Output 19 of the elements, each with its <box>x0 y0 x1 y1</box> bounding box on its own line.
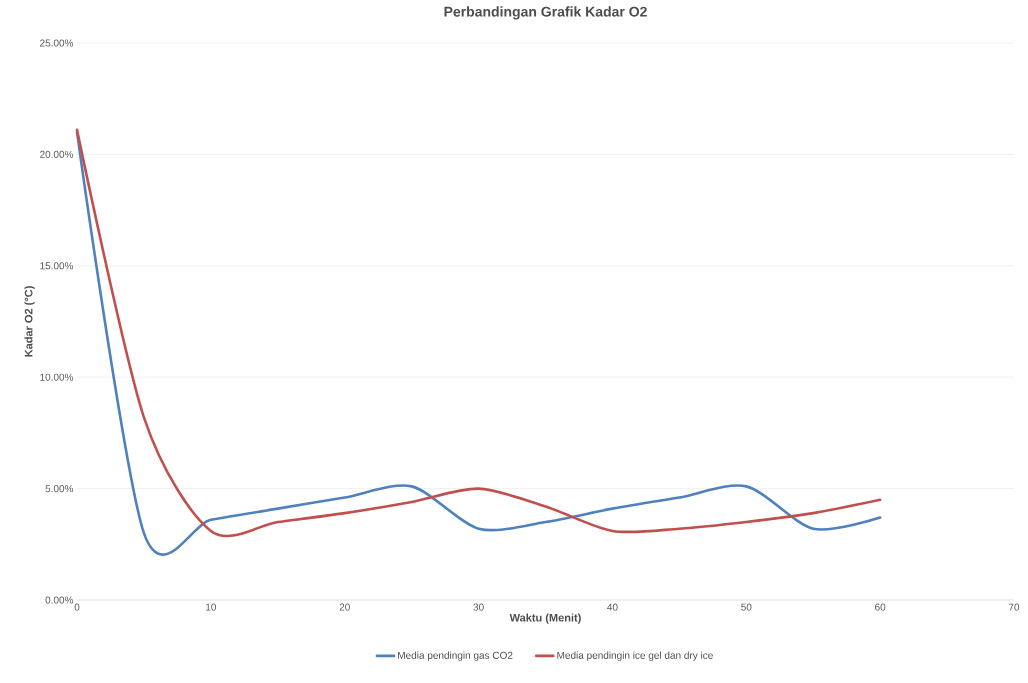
x-tick-label: 0 <box>74 603 80 611</box>
legend-label: Media pendingin ice gel dan dry ice <box>557 651 713 661</box>
x-tick-label: 40 <box>607 603 618 611</box>
y-tick-label: 25.00% <box>40 39 74 47</box>
chart-title: Perbandingan Grafik Kadar O2 <box>444 6 647 20</box>
x-tick-label: 50 <box>741 603 752 611</box>
y-tick-label: 5.00% <box>45 485 74 493</box>
x-tick-label: 70 <box>1008 603 1020 611</box>
y-tick-label: 15.00% <box>40 262 74 270</box>
y-axis-title: Kadar O2 (°C) <box>24 286 35 357</box>
x-tick-label: 60 <box>875 603 886 611</box>
x-tick-label: 30 <box>473 603 484 611</box>
legend-label: Media pendingin gas CO2 <box>398 651 513 661</box>
y-tick-label: 20.00% <box>40 150 74 158</box>
x-tick-label: 10 <box>206 603 217 611</box>
y-tick-label: 10.00% <box>40 373 74 381</box>
x-axis-title: Waktu (Menit) <box>509 613 581 624</box>
x-tick-label: 20 <box>339 603 350 611</box>
y-tick-label: 0.00% <box>45 596 74 604</box>
